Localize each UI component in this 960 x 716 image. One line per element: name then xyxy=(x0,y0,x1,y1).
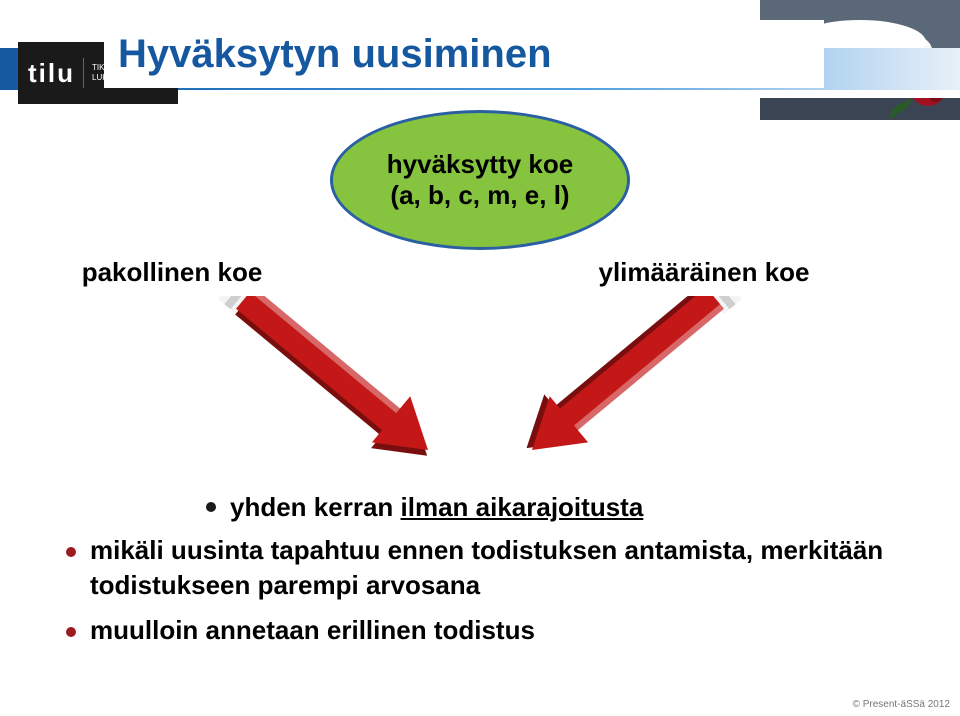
left-label-plate: pakollinen koe xyxy=(42,248,302,296)
ellipse-line2: (a, b, c, m, e, l) xyxy=(390,180,569,211)
diagram-ellipse: hyväksytty koe (a, b, c, m, e, l) xyxy=(330,110,630,250)
right-label-plate: ylimääräinen koe xyxy=(554,248,854,296)
bullet-dot xyxy=(66,547,76,557)
page-title: Hyväksytyn uusiminen xyxy=(118,32,552,77)
sub-bullet-text: yhden kerran ilman aikarajoitusta xyxy=(230,490,643,525)
bullet-text: muulloin annetaan erillinen todistus xyxy=(90,613,535,648)
left-label: pakollinen koe xyxy=(82,257,263,288)
bullet-line: muulloin annetaan erillinen todistus xyxy=(66,613,906,648)
right-label: ylimääräinen koe xyxy=(599,257,810,288)
bullets: yhden kerran ilman aikarajoitusta mikäli… xyxy=(66,490,906,658)
bullet-text: mikäli uusinta tapahtuu ennen todistukse… xyxy=(90,533,906,603)
ellipse-line1: hyväksytty koe xyxy=(387,149,573,180)
sub-bullet: yhden kerran ilman aikarajoitusta xyxy=(206,490,906,525)
bullet-dot xyxy=(66,627,76,637)
headline-plate: Hyväksytyn uusiminen xyxy=(104,20,824,88)
bullet-line: mikäli uusinta tapahtuu ennen todistukse… xyxy=(66,533,906,603)
logo-main: tilu xyxy=(28,58,75,89)
